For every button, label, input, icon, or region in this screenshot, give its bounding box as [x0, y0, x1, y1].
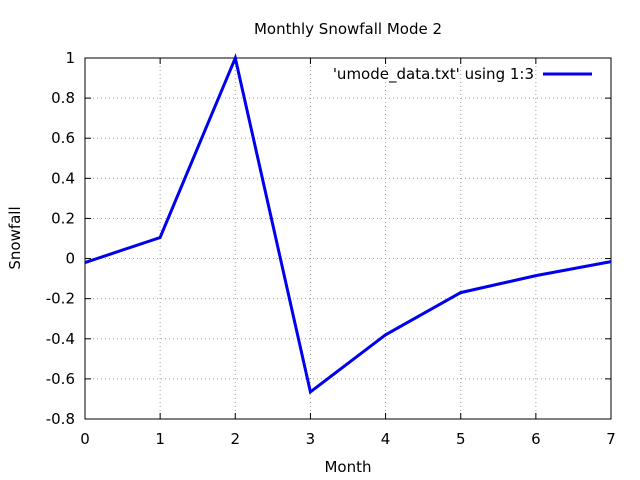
x-tick-label: 4	[381, 430, 391, 448]
x-tick-label: 2	[231, 430, 241, 448]
y-tick-labels: -0.8 -0.6 -0.4 -0.2 0 0.2 0.4 0.6 0.8 1	[46, 49, 75, 428]
y-axis-label: Snowfall	[6, 206, 24, 269]
y-tick-label: 0.8	[51, 89, 75, 107]
y-tick-label: 0.4	[51, 169, 75, 187]
legend: 'umode_data.txt' using 1:3	[333, 65, 592, 84]
axis-ticks	[84, 57, 612, 420]
x-tick-label: 5	[456, 430, 466, 448]
y-tick-label: -0.4	[46, 330, 75, 348]
grid-lines	[84, 57, 612, 420]
legend-label: 'umode_data.txt' using 1:3	[333, 65, 534, 84]
series-group	[84, 53, 612, 395]
series-line	[84, 53, 612, 395]
x-tick-labels: 0 1 2 3 4 5 6 7	[80, 430, 616, 448]
y-tick-label: 0.6	[51, 129, 75, 147]
chart-title: Monthly Snowfall Mode 2	[254, 20, 442, 38]
y-tick-label: -0.2	[46, 290, 75, 308]
plot-frame	[84, 57, 612, 420]
y-tick-label: 0	[65, 250, 75, 268]
x-tick-label: 6	[531, 430, 541, 448]
x-tick-label: 1	[155, 430, 165, 448]
y-tick-label: 0.2	[51, 209, 75, 227]
y-tick-label: -0.6	[46, 370, 75, 388]
x-axis-label: Month	[324, 458, 371, 476]
y-tick-label: -0.8	[46, 410, 75, 428]
y-tick-label: 1	[65, 49, 75, 67]
x-tick-label: 3	[306, 430, 316, 448]
x-tick-label: 0	[80, 430, 90, 448]
x-tick-label: 7	[606, 430, 616, 448]
